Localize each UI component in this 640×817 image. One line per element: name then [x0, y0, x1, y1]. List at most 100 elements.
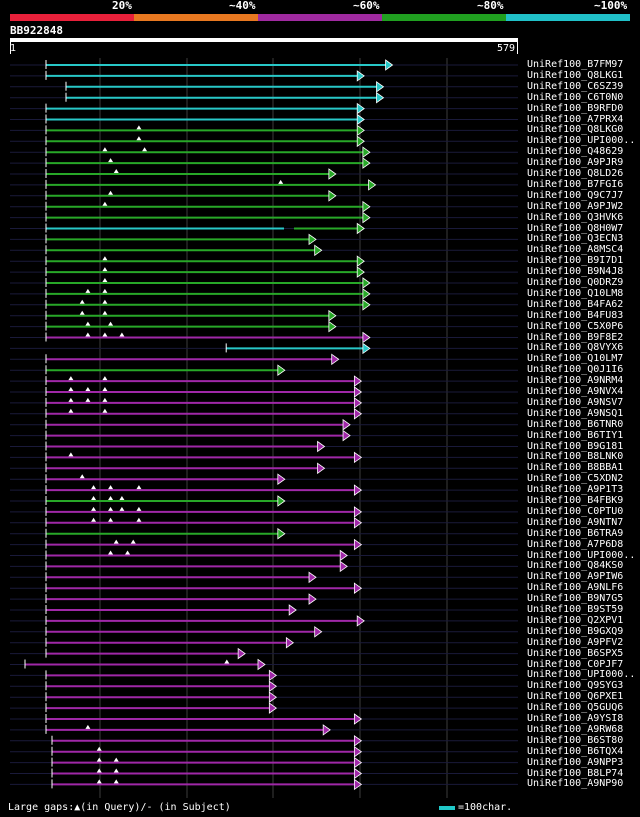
hit-label[interactable]: UniRef100_B9G181 — [527, 440, 624, 452]
hit-label[interactable]: UniRef100_A9NSV7 — [527, 396, 624, 408]
hit-bar[interactable] — [45, 506, 363, 518]
hit-bar[interactable] — [45, 168, 337, 180]
hit-label[interactable]: UniRef100_UPI000.. — [527, 669, 636, 681]
hit-label[interactable]: UniRef100_A9PJR9 — [527, 157, 624, 169]
hit-label[interactable]: UniRef100_C5X0P6 — [527, 320, 624, 332]
hit-label[interactable]: UniRef100_Q9C7J7 — [527, 189, 624, 201]
hit-bar[interactable] — [45, 626, 323, 638]
hit-label[interactable]: UniRef100_Q0DRZ9 — [527, 277, 624, 288]
hit-label[interactable]: UniRef100_B8BBA1 — [527, 462, 624, 474]
hit-bar[interactable] — [45, 571, 317, 584]
hit-bar[interactable] — [45, 451, 363, 464]
hit-bar[interactable] — [45, 244, 323, 257]
hit-bar[interactable] — [45, 538, 363, 551]
hit-label[interactable]: UniRef100_C0PTU0 — [527, 505, 624, 517]
hit-bar[interactable] — [45, 113, 365, 126]
hit-bar[interactable] — [65, 91, 385, 104]
hit-label[interactable]: UniRef100_Q8VYX6 — [527, 342, 624, 354]
hit-label[interactable]: UniRef100_Q6PXE1 — [527, 691, 624, 703]
hit-label[interactable]: UniRef100_A9NTN7 — [527, 516, 624, 528]
hit-label[interactable]: UniRef100_Q2XPV1 — [527, 614, 624, 626]
hit-bar[interactable] — [45, 702, 278, 714]
hit-bar[interactable] — [45, 386, 363, 398]
hit-label[interactable]: UniRef100_B9N4J8 — [527, 266, 624, 278]
hit-label[interactable]: UniRef100_B8LP74 — [527, 767, 624, 779]
hit-label[interactable]: UniRef100_A9P1T3 — [527, 484, 624, 496]
hit-bar[interactable] — [45, 299, 371, 311]
hit-label[interactable]: UniRef100_Q48629 — [527, 146, 624, 158]
hit-label[interactable]: UniRef100_A9PIW6 — [527, 571, 624, 583]
hit-label[interactable]: UniRef100_B4FBK9 — [527, 495, 624, 506]
hit-bar[interactable] — [45, 255, 365, 267]
hit-bar[interactable] — [45, 418, 351, 431]
hit-label[interactable]: UniRef100_B9F8E2 — [527, 331, 624, 343]
hit-label[interactable]: UniRef100_Q10LM8 — [527, 287, 624, 299]
hit-bar[interactable] — [45, 691, 278, 703]
hit-label[interactable]: UniRef100_Q8LKG1 — [527, 69, 624, 81]
hit-bar[interactable] — [45, 615, 365, 627]
hit-bar[interactable] — [45, 288, 371, 300]
hit-label[interactable]: UniRef100_Q8H0W7 — [527, 222, 624, 234]
hit-label[interactable]: UniRef100_B9RFD0 — [527, 102, 624, 114]
hit-label[interactable]: UniRef100_A7PRX4 — [527, 113, 624, 125]
hit-bar[interactable] — [45, 604, 297, 616]
hit-bar[interactable] — [45, 200, 371, 213]
hit-bar[interactable] — [45, 135, 365, 148]
hit-label[interactable]: UniRef100_UPI000.. — [527, 549, 636, 561]
hit-bar[interactable] — [51, 767, 363, 780]
hit-bar[interactable] — [45, 647, 246, 660]
hit-bar[interactable] — [45, 593, 317, 605]
hit-bar[interactable] — [45, 636, 295, 649]
hit-bar[interactable] — [45, 527, 286, 540]
hit-label[interactable]: UniRef100_Q5GUQ6 — [527, 702, 624, 714]
hit-label[interactable]: UniRef100_A9RW68 — [527, 723, 624, 735]
hit-bar[interactable] — [45, 408, 363, 420]
hit-bar[interactable] — [45, 724, 331, 736]
hit-bar[interactable] — [45, 102, 365, 115]
hit-bar[interactable] — [45, 375, 363, 387]
hit-bar[interactable] — [45, 124, 365, 137]
hit-label[interactable]: UniRef100_C6T0N0 — [527, 91, 624, 103]
hit-bar[interactable] — [45, 713, 363, 725]
hit-label[interactable]: UniRef100_A9NRM4 — [527, 375, 624, 387]
hit-label[interactable]: UniRef100_A9YSI8 — [527, 713, 624, 724]
hit-label[interactable]: UniRef100_B7FM97 — [527, 59, 624, 70]
hit-bar[interactable] — [45, 484, 363, 496]
hit-bar[interactable] — [45, 397, 363, 409]
hit-label[interactable]: UniRef100_B9I7D1 — [527, 255, 624, 267]
hit-bar[interactable] — [45, 320, 337, 333]
hit-bar[interactable] — [45, 560, 348, 573]
hit-label[interactable]: UniRef100_A8MSC4 — [527, 244, 624, 256]
hit-bar[interactable] — [45, 157, 371, 169]
hit-label[interactable]: UniRef100_B9ST59 — [527, 604, 624, 615]
hit-label[interactable]: UniRef100_Q0J1I6 — [527, 364, 624, 376]
hit-bar[interactable] — [45, 680, 278, 693]
hit-bar[interactable] — [45, 277, 371, 289]
hit-bar[interactable] — [24, 658, 266, 671]
hit-label[interactable]: UniRef100_B6TQX4 — [527, 745, 624, 757]
hit-label[interactable]: UniRef100_A7P6D8 — [527, 538, 624, 550]
hit-bar[interactable] — [45, 211, 371, 224]
hit-label[interactable]: UniRef100_B6SPX5 — [527, 647, 624, 659]
hit-label[interactable]: UniRef100_C6SZ39 — [527, 80, 624, 92]
hit-bar[interactable] — [225, 342, 371, 355]
hit-bar[interactable] — [45, 364, 286, 376]
hit-bar[interactable] — [51, 745, 363, 758]
hit-bar[interactable] — [51, 735, 363, 747]
hit-label[interactable]: UniRef100_B4FU83 — [527, 309, 624, 321]
hit-label[interactable]: UniRef100_A9NVX4 — [527, 386, 624, 397]
hit-label[interactable]: UniRef100_B6TNR0 — [527, 418, 624, 430]
hit-bar[interactable] — [45, 59, 394, 71]
hit-label[interactable]: UniRef100_C5XDN2 — [527, 473, 624, 485]
hit-bar[interactable] — [51, 756, 363, 769]
hit-label[interactable]: UniRef100_B6TIY1 — [527, 429, 624, 441]
hit-bar[interactable] — [45, 266, 365, 278]
hit-bar[interactable] — [45, 222, 365, 235]
hit-label[interactable]: UniRef100_Q10LM7 — [527, 353, 624, 365]
hit-label[interactable]: UniRef100_UPI000.. — [527, 135, 636, 147]
hit-label[interactable]: UniRef100_A9NP90 — [527, 778, 624, 790]
hit-bar[interactable] — [45, 549, 348, 562]
hit-label[interactable]: UniRef100_Q8LKG0 — [527, 124, 624, 136]
hit-bar[interactable] — [45, 146, 371, 158]
hit-label[interactable]: UniRef100_Q9SYG3 — [527, 680, 624, 692]
